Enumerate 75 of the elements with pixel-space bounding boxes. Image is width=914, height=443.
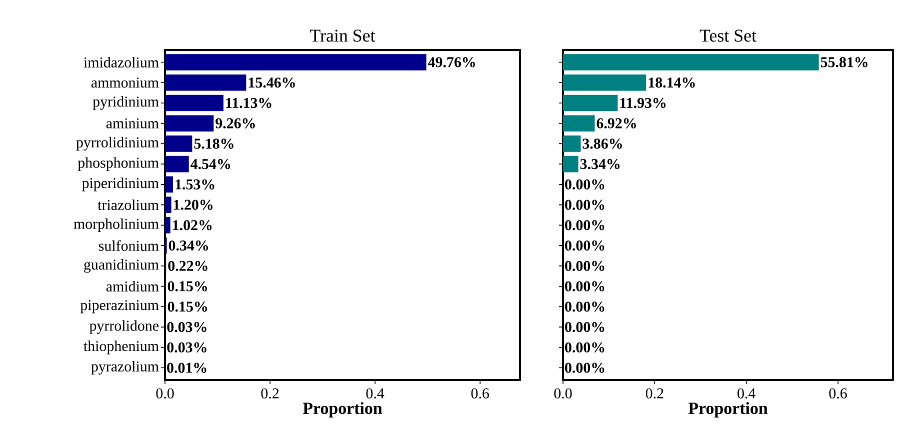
data-label: 0.34% (168, 240, 208, 251)
data-label: 0.00% (565, 322, 604, 332)
data-label: 5.18% (194, 138, 234, 149)
data-label: 18.14% (648, 78, 695, 88)
bar (165, 54, 426, 70)
data-label: 0.00% (565, 260, 604, 272)
data-label: 0.15% (168, 302, 207, 312)
data-label: 6.92% (596, 118, 636, 128)
bar (165, 156, 189, 172)
data-label: 4.54% (190, 159, 230, 170)
x-axis-title: Proportion (302, 402, 382, 418)
data-label: 1.53% (176, 179, 214, 190)
data-label: 0.00% (565, 179, 604, 190)
y-tick-label: phosphonium (78, 157, 159, 171)
y-tick-label: piperazinium (80, 300, 159, 314)
bar (165, 176, 174, 193)
data-label: 0.00% (565, 220, 604, 230)
data-label: 0.01% (167, 362, 206, 373)
data-label: 0.00% (565, 342, 604, 352)
data-label: 0.00% (565, 302, 604, 312)
data-label: 0.22% (168, 260, 208, 272)
bar (165, 115, 214, 132)
y-tick-label: sulfonium (99, 240, 159, 251)
bar (563, 94, 618, 112)
data-label: 3.86% (582, 138, 622, 149)
y-tick-label: pyrazolium (91, 360, 159, 375)
bar (563, 74, 646, 91)
y-tick-label: amidium (106, 281, 159, 292)
y-tick-label: piperidinium (82, 178, 159, 192)
x-tick-label: 0.4 (366, 388, 384, 398)
data-label: 11.93% (620, 98, 666, 108)
data-label: 9.26% (216, 118, 255, 128)
data-label: 0.00% (565, 240, 604, 251)
data-label: 49.76% (428, 57, 475, 68)
bar (165, 196, 172, 213)
y-tick-label: aminium (106, 118, 159, 128)
data-label: 0.15% (168, 281, 207, 292)
bar (165, 74, 246, 91)
y-tick-label: guanidinium (84, 259, 159, 273)
data-label: 0.03% (167, 342, 206, 352)
data-label: 55.81% (820, 57, 868, 68)
x-axis-title: Proportion (688, 402, 768, 418)
bar (563, 54, 819, 70)
data-label: 0.00% (565, 281, 604, 292)
y-tick-label: triazolium (98, 200, 159, 210)
y-tick-label: pyrrolidone (90, 320, 158, 334)
bar (165, 136, 192, 152)
chart-title: Train Set (310, 30, 376, 42)
data-label: 1.02% (173, 220, 212, 230)
bar (165, 94, 224, 112)
chart-title: Test Set (700, 30, 756, 42)
data-label: 11.13% (226, 98, 272, 108)
x-tick-label: 0.2 (646, 388, 664, 398)
y-tick-label: imidazolium (84, 56, 159, 68)
bar (563, 115, 595, 132)
bar (165, 217, 170, 234)
data-label: 0.00% (565, 362, 604, 373)
x-tick-label: 0.0 (156, 388, 174, 398)
y-tick-label: pyrrolidinium (76, 136, 159, 150)
y-tick-label: ammonium (91, 78, 159, 88)
x-tick-label: 0.6 (829, 388, 847, 398)
x-tick-label: 0.0 (554, 388, 572, 398)
data-label: 15.46% (248, 78, 295, 88)
data-label: 0.03% (167, 322, 206, 332)
data-label: 0.00% (565, 200, 604, 210)
y-tick-label: pyridinium (92, 96, 159, 110)
bar (563, 156, 578, 172)
data-label: 3.34% (580, 159, 620, 170)
bar (563, 136, 581, 152)
y-tick-label: morpholinium (74, 218, 159, 232)
x-tick-label: 0.2 (261, 388, 279, 398)
x-tick-label: 0.6 (471, 388, 489, 398)
x-tick-label: 0.4 (738, 388, 756, 398)
data-label: 1.20% (174, 200, 212, 210)
y-tick-label: thiophenium (84, 340, 159, 354)
